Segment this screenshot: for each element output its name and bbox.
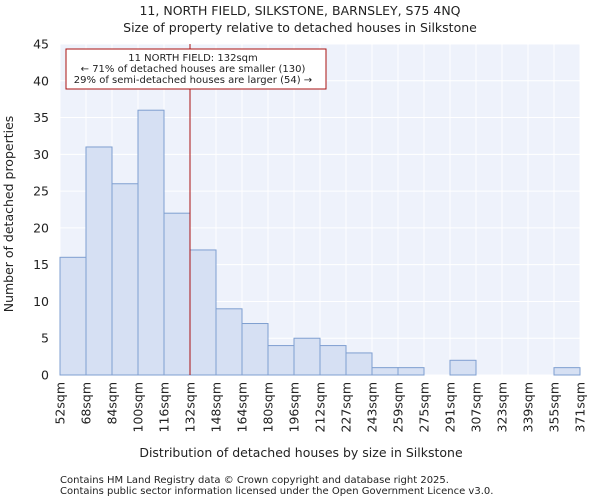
x-tick-label: 371sqm [573,382,588,432]
x-axis-label: Distribution of detached houses by size … [139,445,463,460]
bar-212sqm [319,345,347,376]
y-tick-label: 20 [33,220,49,235]
y-tick-label: 40 [33,73,49,88]
bar-52sqm [59,256,87,376]
y-axis-ticks: 0 5 10 15 20 25 30 35 40 45 [33,37,49,383]
x-tick-label: 100sqm [131,382,146,432]
x-tick-label: 180sqm [261,382,276,432]
bar-243sqm [371,367,399,376]
x-tick-label: 243sqm [365,382,380,432]
y-tick-label: 0 [41,368,49,383]
x-tick-label: 132sqm [183,382,198,432]
y-tick-label: 35 [33,110,49,125]
bar-291sqm [449,359,477,376]
x-tick-label: 164sqm [235,382,250,432]
bar-116sqm [163,212,191,376]
annotation-line-2: ← 71% of detached houses are smaller (13… [81,64,306,75]
chart-subtitle: Size of property relative to detached ho… [123,20,477,35]
y-tick-label: 45 [33,37,49,52]
bar-180sqm [267,345,295,376]
bar-132sqm [189,249,217,376]
x-tick-label: 68sqm [79,382,94,425]
x-axis-ticks: 52sqm 68sqm 84sqm 100sqm 116sqm 132sqm 148sqm 1… [53,382,588,432]
annotation-frame [65,48,327,90]
bar-196sqm [293,337,321,376]
x-tick-label: 339sqm [521,382,536,432]
y-tick-label: 30 [33,147,49,162]
bar-227sqm [345,352,373,376]
bar-259sqm [397,367,425,376]
annotation-box: 11 NORTH FIELD: 132sqm ← 71% of detached… [65,48,327,90]
x-tick-label: 275sqm [417,382,432,432]
bar-100sqm [137,109,165,376]
x-tick-label: 307sqm [469,382,484,432]
bars [59,109,581,376]
bar-68sqm [85,146,113,376]
bar-164sqm [241,323,269,376]
footer-line-1: Contains HM Land Registry data © Crown c… [60,475,449,486]
annotation-line-3: 29% of semi-detached houses are larger (… [74,75,312,86]
x-tick-label: 84sqm [105,382,120,425]
x-tick-label: 212sqm [313,382,328,432]
bar-84sqm [111,183,139,376]
annotation-line-1: 11 NORTH FIELD: 132sqm [128,53,258,64]
bar-355sqm [553,367,581,376]
x-tick-label: 323sqm [495,382,510,432]
x-tick-label: 116sqm [157,382,172,432]
y-tick-label: 5 [41,331,49,346]
x-tick-label: 148sqm [209,382,224,432]
chart-title: 11, NORTH FIELD, SILKSTONE, BARNSLEY, S7… [139,3,460,18]
x-tick-label: 291sqm [443,382,458,432]
x-tick-label: 227sqm [339,382,354,432]
y-axis-label: Number of detached properties [1,116,16,313]
bar-148sqm [215,308,243,376]
x-tick-label: 52sqm [53,382,68,425]
y-tick-label: 15 [33,257,49,272]
x-tick-label: 355sqm [547,382,562,432]
x-tick-label: 259sqm [391,382,406,432]
footer-line-2: Contains public sector information licen… [60,486,493,497]
y-tick-label: 10 [33,294,49,309]
x-tick-label: 196sqm [287,382,302,432]
y-tick-label: 25 [33,184,49,199]
